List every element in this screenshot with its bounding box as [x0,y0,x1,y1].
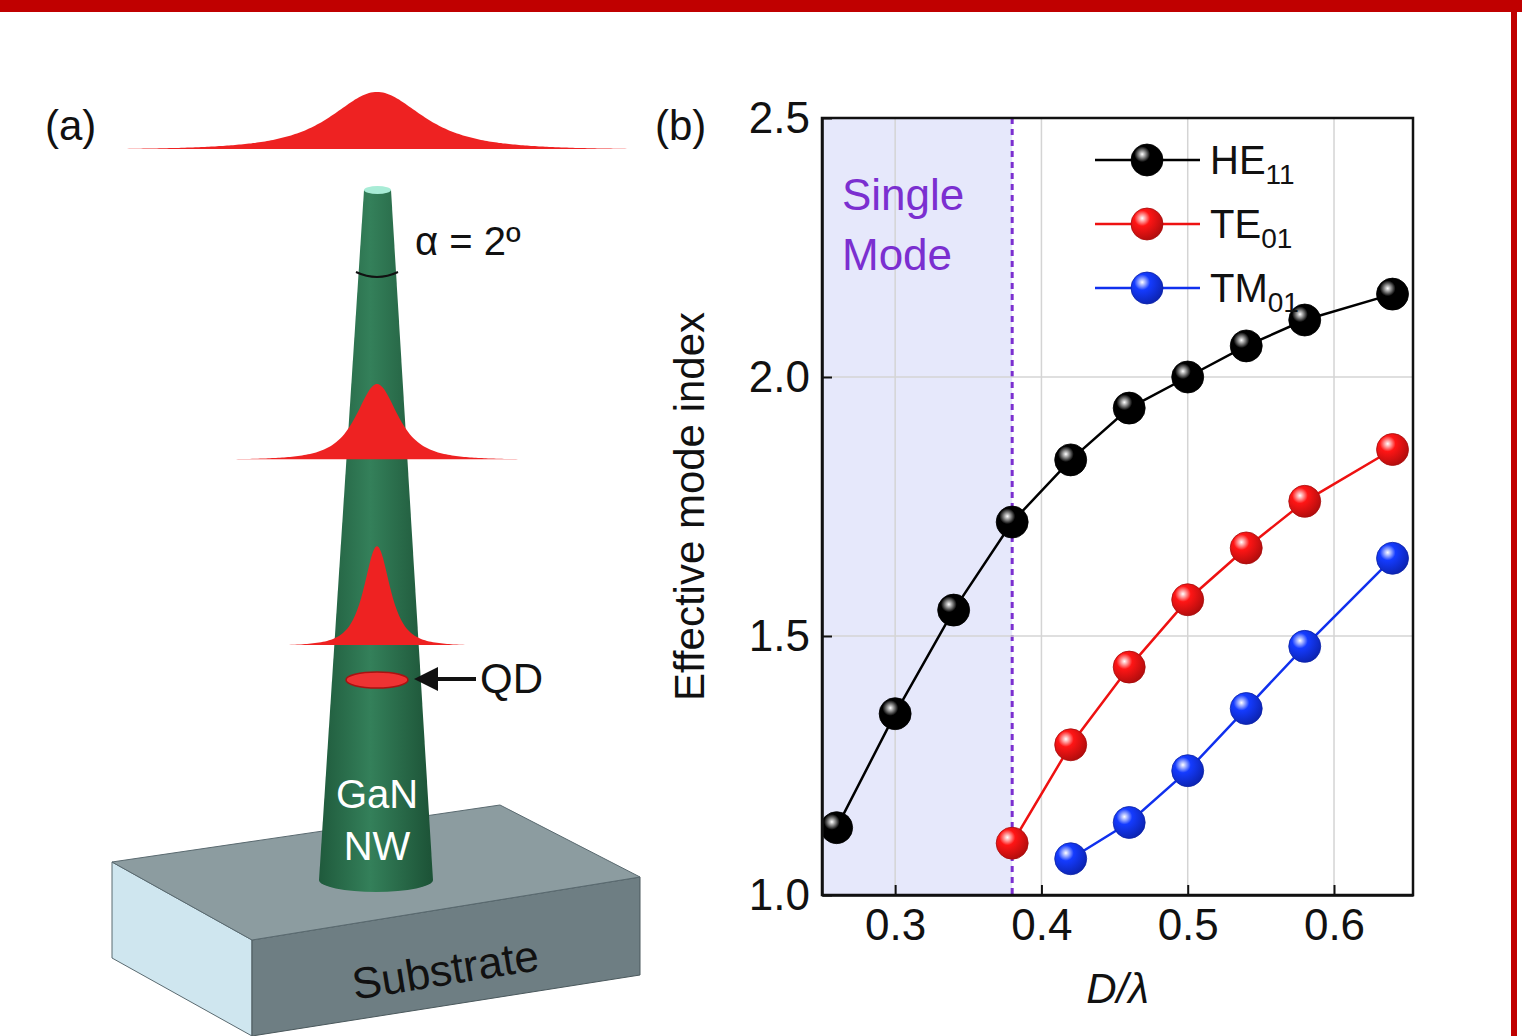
x-tick: 0.4 [1011,885,1072,949]
series-marker [1230,532,1262,564]
series-marker [1172,361,1204,393]
angle-label: α = 2º [415,219,521,263]
x-axis-line [823,894,1414,897]
y-tick-mark [822,377,832,379]
y-tick-mark [822,118,832,120]
qd-label: QD [480,655,543,702]
series-marker [879,698,911,730]
legend-label: TE01 [1210,202,1292,254]
annotation-text: SingleMode [842,170,964,279]
legend-label: HE11 [1210,138,1295,190]
angle-arc [356,272,398,277]
x-tick-mark [1041,885,1043,895]
panel-a: (a) Substrate α = 2º QD GaNNW [45,92,640,1036]
x-tick-mark [1187,885,1189,895]
grid-line-y [822,894,1413,896]
series-line [837,294,1393,828]
y-tick: 2.0 [749,352,832,401]
panel-label: (a) [45,102,96,149]
y-axis-line [821,119,824,896]
mode-profile-bottom [285,546,469,645]
x-tick-label: 0.3 [865,900,926,949]
y-tick: 1.0 [749,870,832,919]
series-marker [1172,584,1204,616]
x-axis-title: D/λ [1086,965,1149,1012]
series-marker [1289,485,1321,517]
mode-profile-middle [232,384,522,459]
series-line [1071,558,1393,858]
series-marker [1113,392,1145,424]
figure: (a)Substrateα = 2ºQDGaNNWSingleMode0.30.… [0,0,1522,1036]
x-tick: 0.3 [865,885,926,949]
right-border [1511,0,1517,1036]
series-marker [1289,630,1321,662]
legend-marker [1131,208,1163,240]
plot-frame [822,118,1413,895]
series-marker [1172,755,1204,787]
grid-line-x [1333,118,1335,895]
series-marker [1055,843,1087,875]
header-bar [0,0,1522,12]
grid [822,118,1413,895]
panel-label: (b) [655,102,706,149]
plot-data [822,278,1409,875]
x-axis: 0.3 0.4 0.5 0.6 [823,885,1414,949]
y-tick-label: 1.0 [749,870,810,919]
y-tick-label: 2.5 [749,93,810,142]
series-marker [1230,693,1262,725]
series-marker [822,812,853,844]
legend-marker [1131,144,1163,176]
qd-arrow-head [414,667,438,691]
x-tick-mark [1334,885,1336,895]
y-axis-title: Effective mode index [666,312,713,701]
y-tick-mark [822,636,832,638]
qd-arrow-shaft [432,677,476,681]
nanowire [319,190,433,892]
x-tick: 0.5 [1158,885,1219,949]
annotation-region [822,118,1012,895]
nanowire-tip [364,186,391,194]
grid-line-y [822,376,1413,378]
series-marker [1055,444,1087,476]
nanowire-label: GaNNW [336,772,418,868]
series-marker [996,506,1028,538]
y-tick: 2.5 [749,93,832,142]
y-axis: 1.0 1.5 2.0 2.5 [749,93,832,919]
y-tick-label: 2.0 [749,352,810,401]
y-tick: 1.5 [749,611,832,660]
series-marker [1113,806,1145,838]
x-tick-label: 0.4 [1011,900,1072,949]
x-tick-mark [895,885,897,895]
grid-line-y [822,635,1413,637]
legend-label: TM01 [1210,266,1299,318]
series-marker [1230,330,1262,362]
single-mode-region [822,118,1012,895]
series-marker [1377,278,1409,310]
series-marker [1377,542,1409,574]
panel-b: SingleMode 0.3 0.4 0.5 0.6 1.0 1.5 2.0 2.5 D/λ Eff… [655,93,1414,1012]
y-tick-mark [822,895,832,897]
grid-line-x [1041,118,1043,895]
x-tick-label: 0.5 [1158,900,1219,949]
legend: HE11 TE01 TM01 [1095,138,1299,318]
mode-profile-top [119,92,635,149]
series-marker [1113,651,1145,683]
series-marker [1377,434,1409,466]
series-marker [1055,729,1087,761]
y-tick-label: 1.5 [749,611,810,660]
series-line [1012,450,1392,844]
x-tick: 0.6 [1304,885,1365,949]
series-marker [938,594,970,626]
quantum-dot [346,672,408,688]
legend-marker [1131,272,1163,304]
substrate-label: Substrate [348,930,542,1008]
x-tick-label: 0.6 [1304,900,1365,949]
series-marker [996,827,1028,859]
